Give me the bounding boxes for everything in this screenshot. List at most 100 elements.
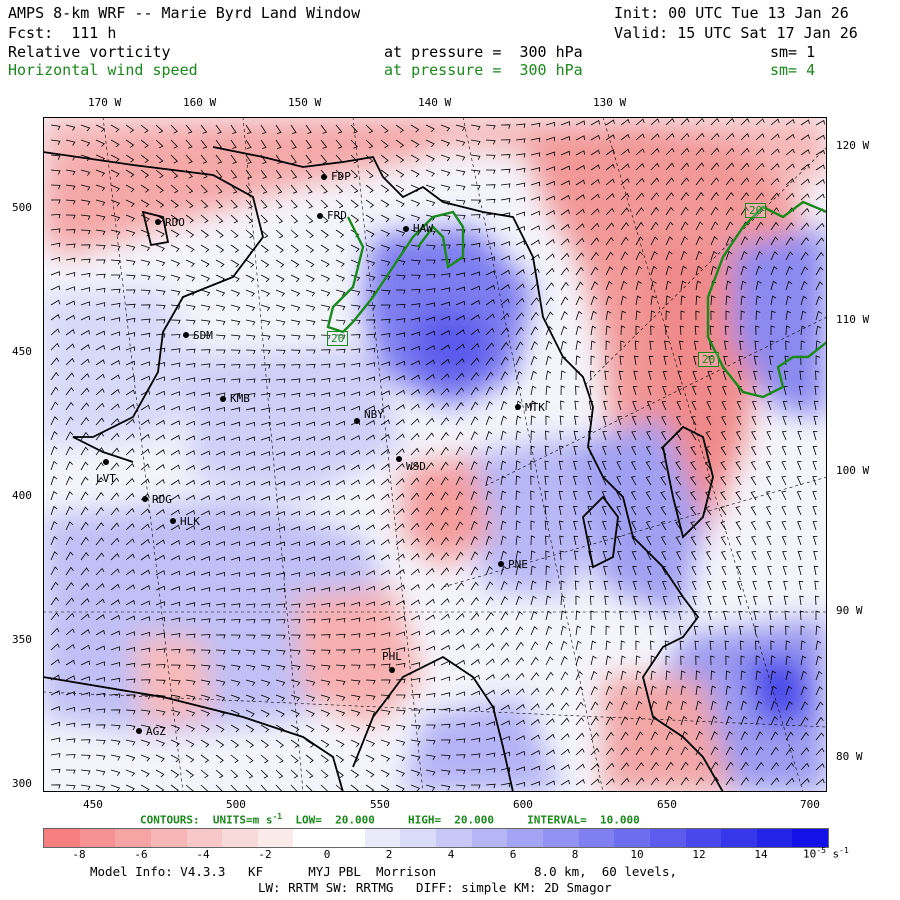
wind-barb (616, 431, 622, 441)
wind-barb (275, 364, 286, 369)
wind-barb (500, 284, 510, 291)
wind-barb (320, 724, 330, 733)
wind-barb (185, 555, 195, 561)
wind-barb (95, 739, 106, 745)
wind-barb (515, 688, 525, 696)
wind-barb (590, 149, 600, 156)
wind-barb (515, 490, 521, 501)
wind-barb (545, 535, 550, 546)
wind-barb (545, 550, 550, 561)
wind-barb (110, 583, 120, 591)
wind-barb (665, 133, 675, 141)
wind-barb (590, 119, 600, 126)
wind-barb (590, 701, 599, 711)
wind-barb (245, 274, 255, 283)
wind-barb (395, 463, 405, 471)
wind-barb (559, 535, 564, 546)
wind-barb (170, 539, 180, 546)
wind-barb (260, 603, 271, 608)
wind-barb (735, 521, 742, 531)
wind-barb (170, 259, 181, 267)
wind-barb (50, 768, 61, 774)
wind-barb (800, 670, 807, 681)
colorbar-tick: 14 (754, 848, 768, 861)
wind-barb (740, 236, 748, 246)
wind-barb (573, 445, 578, 456)
wind-barb (470, 706, 480, 711)
wind-barb (335, 435, 345, 441)
wind-barb (708, 355, 713, 366)
wind-barb (785, 133, 795, 141)
colorbar-segment (293, 829, 330, 847)
wind-barb (410, 288, 421, 294)
wind-barb (320, 406, 331, 412)
wind-barb (781, 491, 787, 501)
wind-barb (350, 555, 360, 561)
wind-barb (690, 551, 697, 561)
wind-barb (50, 416, 58, 426)
wind-barb (619, 610, 624, 621)
wind-barb (500, 226, 511, 232)
wind-barb (605, 163, 615, 171)
wind-barb (155, 259, 166, 267)
wind-barb (50, 658, 60, 666)
wind-barb (185, 540, 195, 546)
wind-barb (95, 124, 105, 132)
wind-barb (425, 769, 436, 776)
wind-barb (680, 310, 685, 320)
wind-barb (395, 124, 404, 133)
model-info-line2: LW: RRTM SW: RRTMG DIFF: simple KM: 2D S… (258, 880, 612, 895)
wind-barb (290, 664, 301, 671)
wind-barb (755, 325, 760, 336)
wind-barb (410, 477, 420, 486)
wind-barb (140, 739, 151, 747)
wind-barb (560, 610, 567, 621)
wind-barb (155, 449, 165, 456)
wind-barb (50, 460, 58, 471)
wind-barb (320, 634, 331, 639)
wind-barb (170, 648, 181, 654)
wind-barb (720, 551, 727, 561)
wind-barb (200, 769, 209, 779)
wind-barb (305, 259, 315, 268)
wind-barb (80, 598, 90, 606)
wind-barb (665, 777, 674, 786)
wind-barb (50, 169, 61, 175)
wind-barb (170, 289, 181, 296)
wind-barb (530, 225, 540, 231)
wind-barb (485, 270, 495, 276)
wind-barb (485, 386, 494, 396)
wind-barb (545, 355, 552, 366)
colorbar-segment (115, 829, 151, 847)
wind-barb (440, 329, 450, 336)
wind-barb (587, 506, 592, 516)
wind-barb (350, 139, 358, 149)
wind-barb (710, 236, 718, 246)
wind-barb (140, 169, 150, 178)
wind-barb (216, 349, 226, 354)
wind-barb (350, 694, 361, 701)
wind-barb (350, 405, 360, 411)
wind-barb (602, 415, 608, 426)
wind-barb (560, 702, 570, 711)
wind-barb (440, 431, 449, 441)
wind-barb (155, 199, 165, 208)
wind-barb (770, 700, 778, 711)
wind-barb (575, 340, 582, 351)
wind-barb (755, 236, 764, 246)
wind-barb (260, 634, 271, 640)
station-label: HLK (180, 515, 200, 528)
wind-barb (260, 495, 270, 501)
wind-barb (455, 243, 466, 249)
wind-barb (245, 421, 256, 427)
wind-barb (485, 674, 495, 681)
wind-barb (290, 649, 301, 655)
wind-barb (335, 724, 345, 732)
wind-barb (65, 521, 74, 531)
wind-barb (455, 461, 464, 471)
wind-barb (720, 461, 727, 471)
wind-barb (275, 480, 285, 486)
wind-barb (515, 385, 523, 396)
wind-barb (320, 124, 328, 134)
wind-barb (770, 118, 780, 126)
